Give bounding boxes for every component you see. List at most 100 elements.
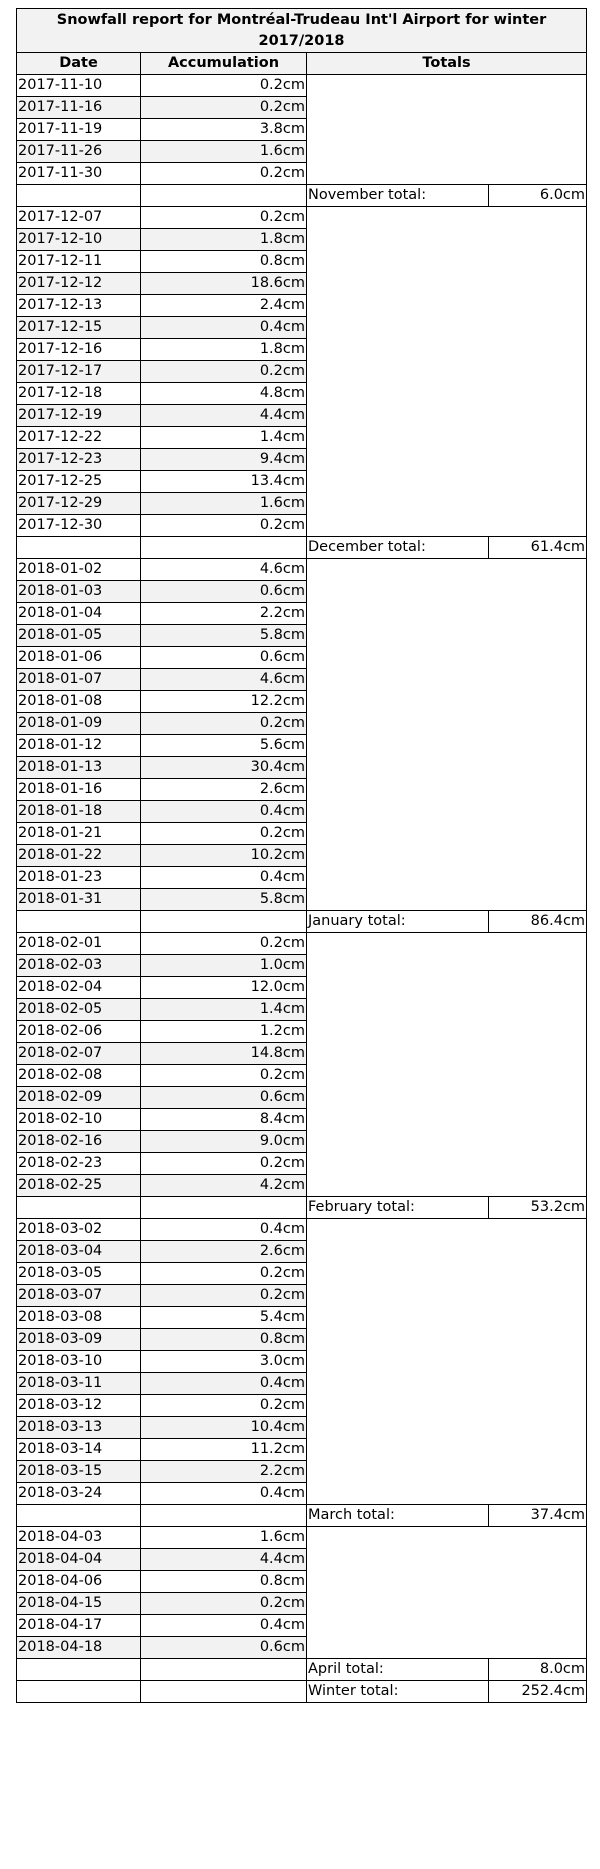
date-cell: 2018-02-10 <box>16 1108 141 1131</box>
table-row: 2018-02-25 4.2cm <box>16 1174 588 1197</box>
date-cell: 2018-03-14 <box>16 1438 141 1461</box>
date-cell: 2017-12-30 <box>16 514 141 537</box>
totals-blank-cell <box>305 272 588 295</box>
accumulation-cell: 2.6cm <box>140 778 307 801</box>
date-cell: 2018-04-06 <box>16 1570 141 1593</box>
table-row: 2018-01-07 4.6cm <box>16 668 588 691</box>
header-row: Date Accumulation Totals <box>16 52 588 75</box>
totals-blank-cell <box>305 558 588 581</box>
accumulation-cell: 0.2cm <box>140 1152 307 1175</box>
accumulation-cell: 0.6cm <box>140 1636 307 1659</box>
totals-blank-cell <box>305 646 588 669</box>
date-cell: 2018-01-23 <box>16 866 141 889</box>
table-row: 2017-11-10 0.2cm <box>16 74 588 97</box>
empty-date-cell <box>16 536 141 559</box>
empty-date-cell <box>16 1504 141 1527</box>
date-cell: 2018-03-13 <box>16 1416 141 1439</box>
date-cell: 2018-01-21 <box>16 822 141 845</box>
accumulation-cell: 1.4cm <box>140 426 307 449</box>
date-cell: 2017-12-29 <box>16 492 141 515</box>
table-row: 2017-12-11 0.8cm <box>16 250 588 273</box>
month-total-value: 8.0cm <box>487 1658 588 1681</box>
table-row: 2018-03-09 0.8cm <box>16 1328 588 1351</box>
date-cell: 2018-03-08 <box>16 1306 141 1329</box>
table-row: 2018-03-04 2.6cm <box>16 1240 588 1263</box>
month-total-label: December total: <box>306 536 489 559</box>
date-cell: 2018-03-07 <box>16 1284 141 1307</box>
totals-blank-cell <box>305 338 588 361</box>
totals-blank-cell <box>305 624 588 647</box>
month-total-label: November total: <box>306 184 489 207</box>
month-total-value: 86.4cm <box>487 910 588 933</box>
date-cell: 2017-12-19 <box>16 404 141 427</box>
month-total-row: February total: 53.2cm <box>16 1196 588 1219</box>
date-cell: 2017-12-17 <box>16 360 141 383</box>
date-cell: 2018-02-16 <box>16 1130 141 1153</box>
totals-blank-cell <box>305 1614 588 1637</box>
accumulation-cell: 5.8cm <box>140 624 307 647</box>
table-row: 2018-01-08 12.2cm <box>16 690 588 713</box>
snowfall-report-table: Snowfall report for Montréal-Trudeau Int… <box>15 8 588 1703</box>
totals-blank-cell <box>305 1372 588 1395</box>
totals-blank-cell <box>305 118 588 141</box>
accumulation-cell: 0.4cm <box>140 866 307 889</box>
totals-blank-cell <box>305 1460 588 1483</box>
table-row: 2018-01-06 0.6cm <box>16 646 588 669</box>
table-row: 2018-03-15 2.2cm <box>16 1460 588 1483</box>
table-row: 2018-04-15 0.2cm <box>16 1592 588 1615</box>
totals-blank-cell <box>305 514 588 537</box>
accumulation-cell: 0.4cm <box>140 1614 307 1637</box>
accumulation-cell: 12.2cm <box>140 690 307 713</box>
accumulation-cell: 4.4cm <box>140 1548 307 1571</box>
totals-blank-cell <box>305 998 588 1021</box>
date-cell: 2018-02-07 <box>16 1042 141 1065</box>
totals-blank-cell <box>305 206 588 229</box>
totals-blank-cell <box>305 866 588 889</box>
table-row: 2018-02-09 0.6cm <box>16 1086 588 1109</box>
totals-blank-cell <box>305 712 588 735</box>
accumulation-cell: 9.4cm <box>140 448 307 471</box>
date-cell: 2017-12-16 <box>16 338 141 361</box>
accumulation-cell: 4.6cm <box>140 558 307 581</box>
accumulation-cell: 18.6cm <box>140 272 307 295</box>
table-row: 2017-12-18 4.8cm <box>16 382 588 405</box>
totals-blank-cell <box>305 1152 588 1175</box>
totals-blank-cell <box>305 690 588 713</box>
totals-blank-cell <box>305 1306 588 1329</box>
date-cell: 2018-02-06 <box>16 1020 141 1043</box>
report-body: 2017-11-10 0.2cm 2017-11-16 0.2cm 2017-11-19… <box>16 74 588 1703</box>
accumulation-cell: 0.2cm <box>140 1394 307 1417</box>
accumulation-cell: 0.2cm <box>140 74 307 97</box>
accumulation-cell: 4.4cm <box>140 404 307 427</box>
date-cell: 2018-02-04 <box>16 976 141 999</box>
totals-blank-cell <box>305 228 588 251</box>
accumulation-cell: 3.0cm <box>140 1350 307 1373</box>
month-total-label: April total: <box>306 1658 489 1681</box>
table-row: 2017-12-16 1.8cm <box>16 338 588 361</box>
totals-blank-cell <box>305 1416 588 1439</box>
date-cell: 2017-11-26 <box>16 140 141 163</box>
accumulation-cell: 1.4cm <box>140 998 307 1021</box>
table-row: 2018-04-03 1.6cm <box>16 1526 588 1549</box>
date-cell: 2018-01-31 <box>16 888 141 911</box>
table-row: 2018-01-12 5.6cm <box>16 734 588 757</box>
table-row: 2018-01-18 0.4cm <box>16 800 588 823</box>
table-row: 2017-12-19 4.4cm <box>16 404 588 427</box>
month-total-label: January total: <box>306 910 489 933</box>
empty-accumulation-cell <box>140 1658 307 1681</box>
accumulation-cell: 1.6cm <box>140 140 307 163</box>
date-cell: 2017-12-07 <box>16 206 141 229</box>
empty-accumulation-cell <box>140 1680 307 1703</box>
date-cell: 2017-12-18 <box>16 382 141 405</box>
totals-blank-cell <box>305 162 588 185</box>
date-cell: 2018-02-03 <box>16 954 141 977</box>
accumulation-cell: 0.2cm <box>140 712 307 735</box>
accumulation-cell: 0.6cm <box>140 580 307 603</box>
date-cell: 2018-01-06 <box>16 646 141 669</box>
accumulation-cell: 8.4cm <box>140 1108 307 1131</box>
table-row: 2017-12-13 2.4cm <box>16 294 588 317</box>
accumulation-cell: 4.6cm <box>140 668 307 691</box>
table-row: 2017-12-07 0.2cm <box>16 206 588 229</box>
accumulation-cell: 10.4cm <box>140 1416 307 1439</box>
table-row: 2018-01-09 0.2cm <box>16 712 588 735</box>
